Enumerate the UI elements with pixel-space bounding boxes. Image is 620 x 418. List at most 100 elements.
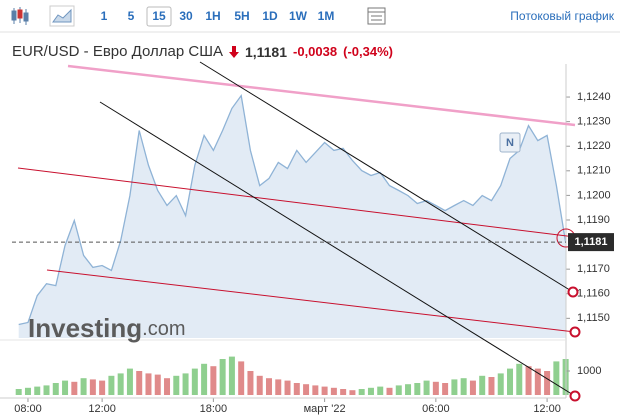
volume-bar <box>247 371 254 395</box>
interval-button[interactable]: 30 <box>179 9 193 23</box>
x-tick-label: 12:00 <box>533 403 561 415</box>
candle-icon[interactable] <box>11 7 29 25</box>
volume-bar <box>219 359 226 395</box>
volume-bar <box>553 361 560 395</box>
volume-bar <box>256 375 263 395</box>
volume-bar <box>228 356 235 395</box>
news-marker[interactable]: N <box>499 132 521 153</box>
volume-bar <box>367 387 374 395</box>
x-tick-label: 06:00 <box>422 403 450 415</box>
area-icon[interactable] <box>49 5 75 27</box>
watermark-suffix: .com <box>142 318 185 340</box>
y-tick-label: 1,1230 <box>577 116 611 128</box>
drawings <box>17 61 581 402</box>
interval-button[interactable]: 1M <box>318 9 335 23</box>
volume-bar <box>507 368 514 395</box>
change-pct: (-0,34%) <box>343 44 393 59</box>
x-tick-label: 08:00 <box>14 403 42 415</box>
volume-bar <box>238 361 245 395</box>
price-marker-box <box>568 233 614 252</box>
x-tick-label: март '22 <box>304 403 346 415</box>
volume-bar <box>284 380 291 395</box>
interval-button[interactable]: 1D <box>262 9 278 23</box>
watermark: Investing.com <box>28 313 185 343</box>
volume-bar <box>191 368 198 395</box>
interval-button[interactable]: 1H <box>205 9 220 23</box>
volume-bar <box>330 387 337 395</box>
volume-bar <box>386 387 393 395</box>
title: EUR/USD - Евро Доллар США <box>12 43 223 60</box>
interval-button[interactable]: 5 <box>128 9 135 23</box>
volume-bar <box>265 378 272 395</box>
volume-bar <box>442 383 449 395</box>
volume-bar <box>99 380 106 395</box>
volume-bar <box>182 373 189 395</box>
volume-bar <box>173 375 180 395</box>
y-tick-label: 1,1220 <box>577 140 611 152</box>
volume-bar <box>460 378 467 395</box>
volume-bar <box>469 380 476 395</box>
volume-bar <box>534 368 541 395</box>
volume-bar <box>358 389 365 395</box>
x-tick-label: 18:00 <box>200 403 228 415</box>
volume-bar <box>340 389 347 395</box>
price-area <box>18 95 566 338</box>
selected-interval <box>146 6 172 27</box>
volume-bar <box>71 381 78 395</box>
volume-bar <box>479 375 486 395</box>
volume-bar <box>423 380 430 395</box>
volume-bar <box>544 371 551 395</box>
interval-button[interactable]: 5H <box>234 9 249 23</box>
volume-bar <box>516 363 523 395</box>
x-tick-label: 12:00 <box>88 403 116 415</box>
last-price: 1,1181 <box>244 43 288 60</box>
calendar-icon[interactable] <box>367 7 386 25</box>
volume-bar <box>52 383 59 395</box>
y-tick-label: 1,1240 <box>577 91 611 103</box>
y-tick-label: 1,1170 <box>577 263 610 275</box>
volume-bar <box>62 380 69 395</box>
stream-link[interactable]: Потоковый график <box>510 9 614 23</box>
volume-bar <box>488 377 495 395</box>
volume-bar <box>43 385 50 395</box>
volume-bar <box>525 366 532 395</box>
volume-bar <box>117 373 124 395</box>
volume-bar <box>126 368 133 395</box>
y-tick-label: 1,1200 <box>577 189 611 201</box>
volume-bar <box>497 373 504 395</box>
price-marker-label: 1,1181 <box>574 236 607 248</box>
y-tick-label: 1,1150 <box>577 312 610 324</box>
volume-bar <box>15 389 22 395</box>
volume-bar <box>349 390 356 395</box>
volume-bar <box>312 385 319 395</box>
volume-bar <box>136 371 143 395</box>
volume-bar <box>293 383 300 395</box>
volume-bar <box>451 379 458 395</box>
y-tick-label: 1,1160 <box>577 288 610 300</box>
volume-bar <box>377 386 384 395</box>
volume-bar <box>89 379 96 395</box>
volume-bar <box>145 373 152 395</box>
interval-button[interactable]: 1 <box>101 9 108 23</box>
y-tick-label: 1,1190 <box>577 214 610 226</box>
watermark-brand: Investing <box>28 313 142 343</box>
header: EUR/USD - Евро Доллар США 1,1181 -0,0038… <box>12 43 393 60</box>
volume-bar <box>321 386 328 395</box>
volume-bar <box>80 378 87 395</box>
volume-bar <box>432 381 439 395</box>
volume-bar <box>414 383 421 395</box>
price-line <box>18 93 567 326</box>
volume-bar <box>154 374 161 395</box>
volume-bar <box>24 387 31 395</box>
news-marker-label: N <box>506 137 514 149</box>
volume-bar <box>395 385 402 395</box>
interval-button[interactable]: 15 <box>152 9 166 23</box>
volume-bar <box>201 363 208 395</box>
volume-bar <box>405 384 412 395</box>
volume-bar <box>108 375 115 395</box>
volume-bar <box>210 366 217 395</box>
volume-bar <box>34 386 41 395</box>
y-tick-label: 1,1210 <box>577 165 611 177</box>
interval-button[interactable]: 1W <box>289 9 308 23</box>
